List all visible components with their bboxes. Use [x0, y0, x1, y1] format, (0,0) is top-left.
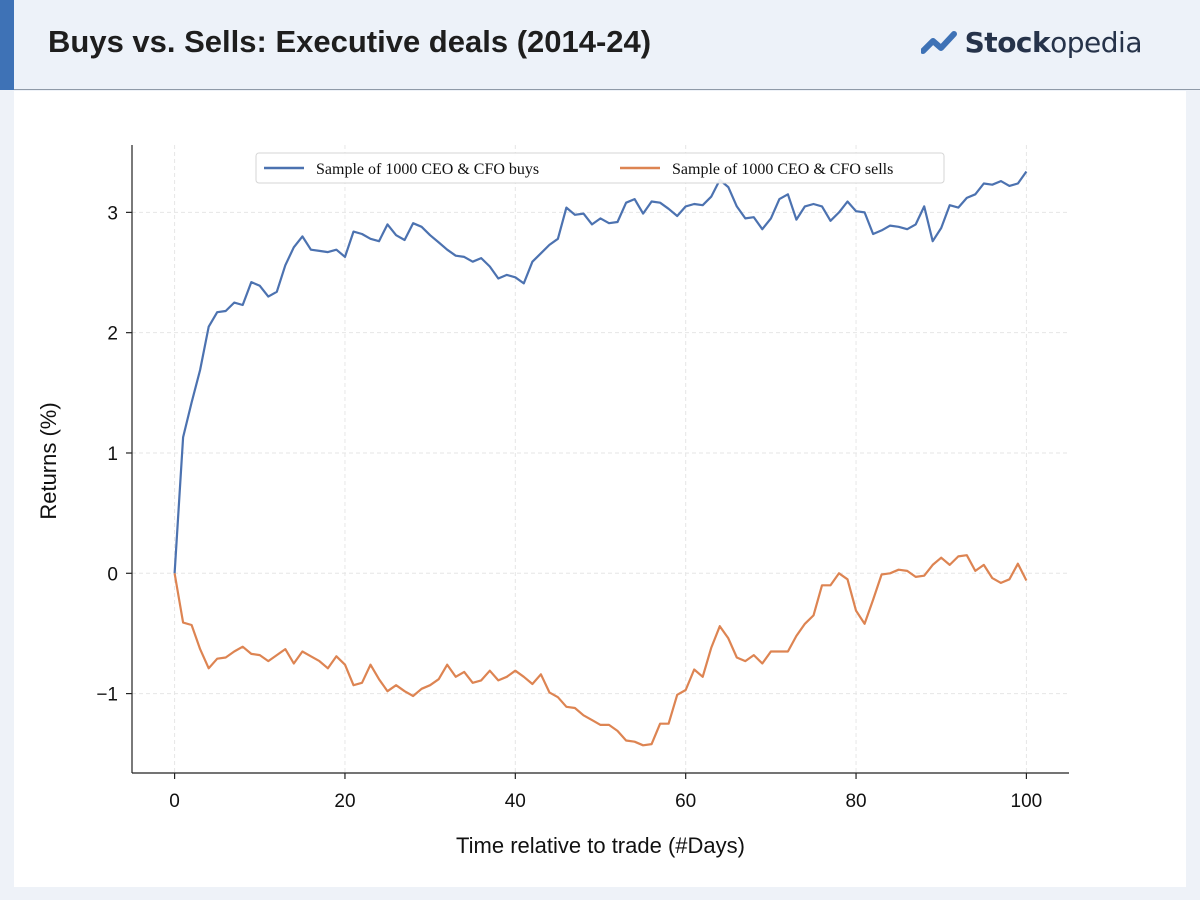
legend-entry-label: Sample of 1000 CEO & CFO sells: [672, 161, 893, 178]
series-line-sells: [173, 554, 1028, 747]
x-tick-label: 0: [169, 791, 180, 812]
logo-text-regular: opedia: [1050, 26, 1142, 59]
x-axis-label: Time relative to trade (#Days): [456, 833, 745, 858]
y-axis-label: Returns (%): [36, 402, 61, 519]
header: Buys vs. Sells: Executive deals (2014-24…: [0, 0, 1200, 90]
header-accent-bar: [0, 0, 14, 90]
chart-grid: [132, 145, 1069, 773]
y-tick-label: −1: [96, 685, 118, 706]
series-line-buys: [173, 170, 1028, 574]
x-tick-label: 100: [1011, 791, 1043, 812]
y-tick-label: 3: [107, 203, 118, 224]
stockopedia-logo[interactable]: Stockopedia: [920, 26, 1143, 59]
x-tick-label: 80: [845, 791, 866, 812]
y-tick-label: 1: [107, 444, 118, 465]
x-tick-label: 40: [505, 791, 526, 812]
line-chart: 0 20 40 60 80 100 −1 0 1 2 3 Sample of 1000 CEO & …: [36, 145, 1069, 858]
y-tick-label: 2: [107, 324, 118, 345]
stockopedia-logo-icon: [920, 30, 957, 54]
chart-legend: Sample of 1000 CEO & CFO buys Sample of 1…: [255, 152, 945, 184]
x-tick-label: 20: [334, 791, 355, 812]
chart-axes: [131, 145, 1069, 774]
chart-panel: 0 20 40 60 80 100 −1 0 1 2 3 Sample of 1000 CEO & …: [14, 91, 1186, 887]
logo-text: Stockopedia: [964, 26, 1143, 59]
chart-series: [173, 170, 1028, 747]
legend-box: [255, 152, 945, 184]
x-tick-label: 60: [675, 791, 696, 812]
logo-text-bold: Stock: [964, 26, 1051, 59]
chart-ticks: 0 20 40 60 80 100 −1 0 1 2 3: [96, 203, 1042, 812]
page-title: Buys vs. Sells: Executive deals (2014-24…: [48, 24, 652, 59]
y-tick-label: 0: [107, 564, 118, 585]
legend-entry-label: Sample of 1000 CEO & CFO buys: [316, 161, 539, 178]
